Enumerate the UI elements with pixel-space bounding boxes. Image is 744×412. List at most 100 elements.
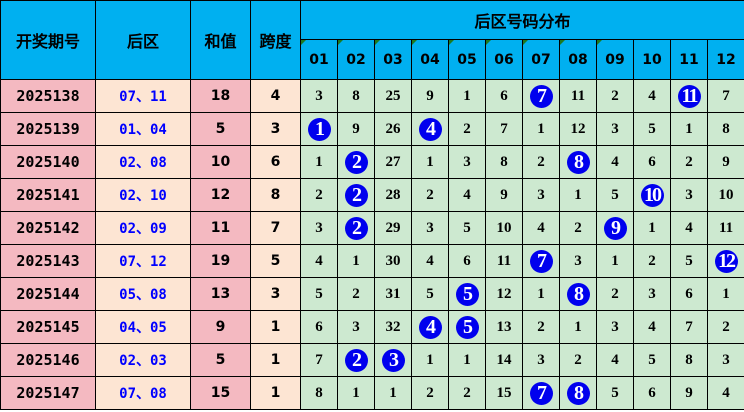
cell-omission: 8 (706, 112, 744, 146)
cell-omission: 2 (337, 277, 375, 311)
header-distribution: 后区号码分布 (299, 0, 744, 40)
cell-omission: 3 (596, 112, 634, 146)
cell-back: 07、08 (95, 376, 191, 410)
cell-omission: 1 (633, 211, 671, 245)
cell-omission: 7 (706, 79, 744, 113)
cell-omission: 12 (485, 277, 523, 311)
cell-omission: 3 (633, 277, 671, 311)
cell-back: 01、04 (95, 112, 191, 146)
cell-omission: 3 (670, 178, 708, 212)
cell-omission: 6 (633, 376, 671, 410)
cell-omission: 31 (374, 277, 412, 311)
cell-hit: 7 (522, 244, 560, 278)
cell-omission: 5 (633, 343, 671, 377)
cell-omission: 27 (374, 145, 412, 179)
cell-omission: 25 (374, 79, 412, 113)
cell-omission: 1 (411, 343, 449, 377)
cell-omission: 3 (706, 343, 744, 377)
comment-marker-icon (449, 40, 454, 45)
cell-omission: 5 (300, 277, 338, 311)
cell-sum: 5 (190, 112, 251, 146)
number-ball-icon: 7 (529, 249, 553, 273)
table-row: 2025139 01、04 5 3 1 9 26 4 2 7 1 12 3 5 1 8 (0, 112, 744, 146)
cell-omission: 8 (300, 376, 338, 410)
header-number-label: 03 (383, 51, 403, 68)
cell-period: 2025144 (0, 277, 96, 311)
cell-hit: 9 (596, 211, 634, 245)
header-period: 开奖期号 (0, 0, 96, 80)
cell-omission: 7 (485, 112, 523, 146)
cell-hit: 5 (448, 277, 486, 311)
cell-span: 1 (250, 310, 301, 344)
cell-omission: 8 (670, 343, 708, 377)
table-row: 2025138 07、11 18 4 3 8 25 9 1 6 7 11 2 4 11 7 (0, 79, 744, 113)
cell-omission: 2 (670, 145, 708, 179)
header-number-06: 06 (485, 39, 523, 80)
cell-omission: 1 (337, 244, 375, 278)
number-ball-icon: 4 (418, 117, 442, 141)
cell-omission: 6 (485, 79, 523, 113)
header-number-label: 04 (420, 51, 440, 68)
cell-back: 02、10 (95, 178, 191, 212)
number-ball-icon: 7 (529, 381, 553, 405)
cell-hit: 2 (337, 211, 375, 245)
cell-omission: 28 (374, 178, 412, 212)
cell-sum: 19 (190, 244, 251, 278)
number-ball-icon: 2 (344, 183, 368, 207)
header-span: 跨度 (250, 0, 301, 80)
cell-sum: 5 (190, 343, 251, 377)
header-number-label: 11 (679, 51, 699, 68)
table-row: 2025143 07、12 19 5 4 1 30 4 6 11 7 3 1 2 5 12 (0, 244, 744, 278)
cell-hit: 7 (522, 376, 560, 410)
cell-omission: 1 (559, 178, 597, 212)
header-number-02: 02 (337, 39, 375, 80)
cell-hit: 2 (337, 178, 375, 212)
comment-marker-icon (338, 40, 343, 45)
cell-omission: 32 (374, 310, 412, 344)
cell-omission: 3 (559, 244, 597, 278)
cell-back: 02、08 (95, 145, 191, 179)
header-number-label: 06 (494, 51, 514, 68)
cell-period: 2025140 (0, 145, 96, 179)
cell-span: 3 (250, 112, 301, 146)
cell-period: 2025145 (0, 310, 96, 344)
cell-span: 5 (250, 244, 301, 278)
header-back: 后区 (95, 0, 191, 80)
header-number-label: 02 (346, 51, 366, 68)
cell-omission: 9 (411, 79, 449, 113)
header-number-05: 05 (448, 39, 486, 80)
cell-omission: 2 (633, 244, 671, 278)
cell-omission: 4 (411, 244, 449, 278)
cell-span: 4 (250, 79, 301, 113)
cell-hit: 3 (374, 343, 412, 377)
header-number-label: 10 (642, 51, 662, 68)
number-ball-icon: 4 (418, 315, 442, 339)
cell-omission: 1 (448, 343, 486, 377)
cell-omission: 6 (300, 310, 338, 344)
table-row: 2025147 07、08 15 1 8 1 1 2 2 15 7 8 5 6 9 4 (0, 376, 744, 410)
cell-omission: 6 (670, 277, 708, 311)
number-ball-icon: 2 (344, 150, 368, 174)
cell-omission: 3 (522, 178, 560, 212)
header-number-09: 09 (596, 39, 634, 80)
cell-omission: 5 (596, 178, 634, 212)
cell-omission: 15 (485, 376, 523, 410)
cell-omission: 1 (448, 79, 486, 113)
cell-omission: 9 (706, 145, 744, 179)
cell-omission: 1 (374, 376, 412, 410)
cell-omission: 8 (485, 145, 523, 179)
cell-omission: 9 (337, 112, 375, 146)
cell-omission: 2 (448, 112, 486, 146)
cell-omission: 12 (559, 112, 597, 146)
cell-back: 07、12 (95, 244, 191, 278)
number-ball-icon: 3 (381, 348, 405, 372)
cell-omission: 3 (448, 145, 486, 179)
cell-period: 2025143 (0, 244, 96, 278)
cell-hit: 10 (633, 178, 671, 212)
header-number-07: 07 (522, 39, 560, 80)
cell-span: 6 (250, 145, 301, 179)
cell-back: 02、09 (95, 211, 191, 245)
cell-omission: 4 (633, 79, 671, 113)
cell-omission: 26 (374, 112, 412, 146)
